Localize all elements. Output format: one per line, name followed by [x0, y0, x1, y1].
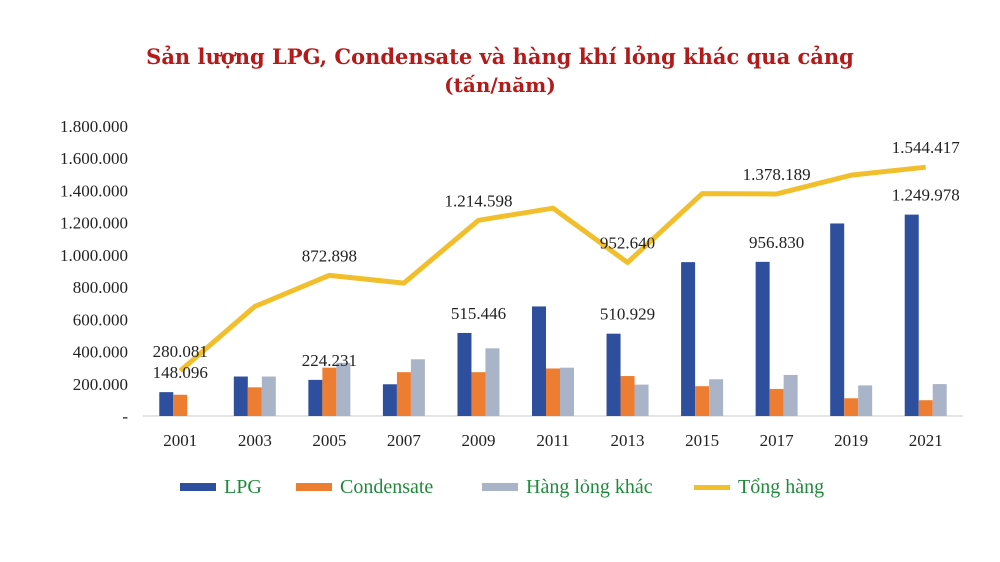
data-label: 1.249.978 [892, 186, 960, 205]
legend-swatch-condensate [296, 483, 332, 491]
bar-condensate [173, 394, 188, 416]
y-tick-label: 1.000.000 [60, 246, 128, 265]
x-tick-label: 2015 [685, 431, 719, 450]
bar-hàng-lỏng-khác [485, 348, 500, 416]
bar-hàng-lỏng-khác [709, 379, 724, 416]
bar-condensate [247, 387, 262, 416]
data-label: 872.898 [302, 246, 357, 265]
legend-swatch-other-liquids [482, 483, 518, 491]
line-total [178, 164, 926, 373]
x-tick-label: 2017 [760, 431, 795, 450]
bar-condensate [322, 367, 337, 416]
y-tick-label: 1.800.000 [60, 117, 128, 136]
y-tick-label: 1.400.000 [60, 181, 128, 200]
bar-lpg [382, 384, 397, 416]
legend-label-condensate: Condensate [340, 475, 434, 498]
x-tick-label: 2019 [834, 431, 868, 450]
chart-subtitle: (tấn/năm) [444, 73, 556, 97]
y-tick-label: - [122, 407, 128, 426]
bar-condensate [918, 400, 933, 416]
bar-condensate [471, 372, 486, 416]
data-label: 280.081 [153, 342, 208, 361]
bar-lpg [308, 379, 323, 416]
bar-lpg [830, 223, 845, 416]
y-tick-label: 1.600.000 [60, 149, 128, 168]
x-axis-ticks: 2001 2003 2005 2007 2009 2011 2013 2015 2017 2019… [163, 431, 942, 450]
legend-swatch-lpg [180, 483, 216, 491]
legend-swatch-total [694, 484, 730, 490]
bar-hàng-lỏng-khác [932, 384, 947, 416]
y-tick-label: 200.000 [73, 375, 128, 394]
legend-item-total: Tổng hàng [694, 472, 824, 502]
legend-label-other-liquids: Hàng lỏng khác [526, 475, 653, 498]
bar-hàng-lỏng-khác [858, 385, 873, 416]
data-label: 956.830 [749, 233, 804, 252]
bar-lpg [606, 333, 621, 416]
x-tick-label: 2013 [611, 431, 645, 450]
bar-hàng-lỏng-khác [261, 376, 276, 416]
bar-lpg [532, 306, 546, 416]
bar-lpg [755, 261, 770, 416]
legend-item-lpg: LPG [180, 472, 262, 502]
x-tick-label: 2011 [536, 431, 569, 450]
data-label: 224.231 [302, 351, 357, 370]
legend-label-lpg: LPG [224, 475, 262, 498]
data-label: 510.929 [600, 305, 655, 324]
bar-hàng-lỏng-khác [783, 374, 798, 416]
x-tick-label: 2003 [238, 431, 272, 450]
bar-condensate [769, 388, 784, 416]
data-labels-group: 148.096 280.081 224.231 872.898 515.446 1.214… [153, 138, 961, 382]
bar-condensate [844, 398, 859, 416]
x-tick-label: 2021 [909, 431, 943, 450]
legend-item-condensate: Condensate [296, 472, 433, 502]
bar-condensate [396, 372, 411, 416]
bar-condensate [695, 386, 710, 416]
bar-hàng-lỏng-khác [336, 362, 351, 416]
bar-hàng-lỏng-khác [410, 359, 425, 416]
data-label: 1.378.189 [743, 165, 811, 184]
bar-lpg [233, 376, 248, 416]
data-label: 148.096 [153, 363, 208, 382]
y-tick-label: 600.000 [73, 310, 128, 329]
bar-lpg [904, 214, 919, 416]
y-tick-label: 1.200.000 [60, 214, 128, 233]
legend-item-other-liquids: Hàng lỏng khác [482, 472, 653, 502]
bar-lpg [159, 392, 174, 416]
x-tick-label: 2005 [312, 431, 346, 450]
chart-title: Sản lượng LPG, Condensate và hàng khí lỏ… [146, 44, 854, 69]
y-tick-label: 400.000 [73, 343, 128, 362]
x-tick-label: 2007 [387, 431, 422, 450]
data-label: 1.544.417 [892, 138, 961, 157]
bar-lpg [681, 262, 696, 416]
bar-condensate [546, 368, 560, 416]
y-axis-ticks: - 200.000 400.000 600.000 800.000 1.000.000 1.… [60, 117, 128, 426]
legend-label-total: Tổng hàng [738, 475, 825, 498]
data-label: 1.214.598 [444, 191, 512, 210]
data-label: 515.446 [451, 304, 506, 323]
line-series-group [178, 164, 926, 373]
bar-hàng-lỏng-khác [560, 367, 574, 416]
bar-hàng-lỏng-khác [634, 384, 649, 416]
legend: LPG Condensate Hàng lỏng khác Tổng hàng [0, 472, 1000, 502]
x-tick-label: 2001 [163, 431, 197, 450]
data-label: 952.640 [600, 234, 655, 253]
bar-lpg [457, 332, 472, 416]
bar-condensate [620, 376, 635, 416]
bar-series-group [159, 214, 947, 416]
y-tick-label: 800.000 [73, 278, 128, 297]
x-tick-label: 2009 [461, 431, 495, 450]
